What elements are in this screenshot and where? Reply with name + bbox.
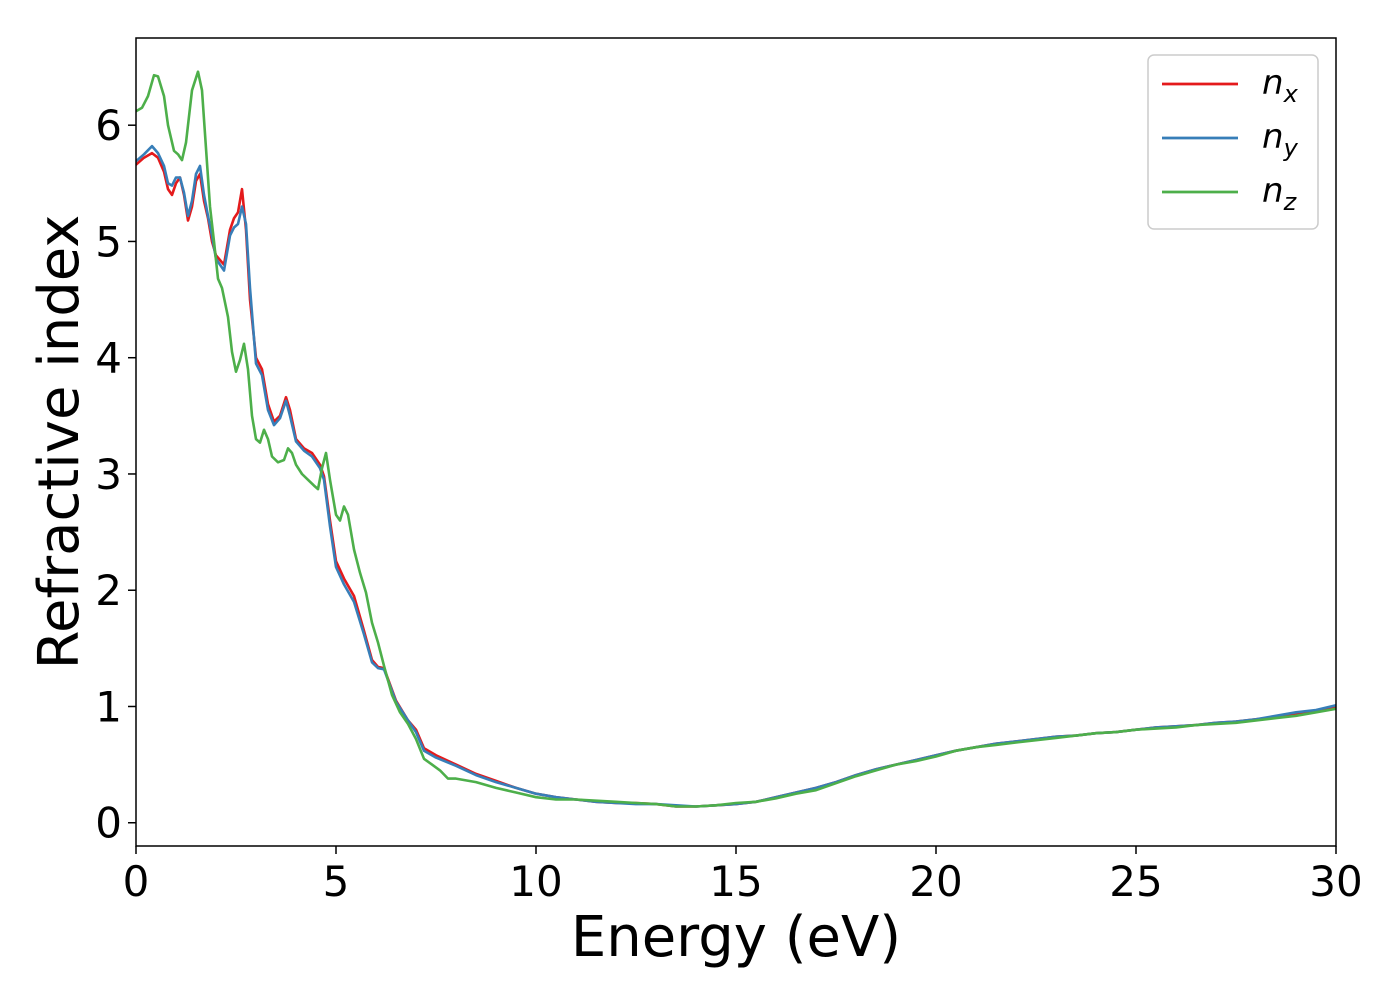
- y-axis-label: Refractive index: [27, 215, 92, 670]
- x-tick-label: 5: [323, 857, 350, 906]
- legend-box: [1147, 54, 1319, 230]
- y-tick-label: 4: [95, 334, 122, 383]
- y-axis-ticks: 0 1 2 3 4 5 6: [95, 101, 136, 848]
- x-axis-label: Energy (eV): [571, 905, 901, 970]
- legend-label-x: nx: [1262, 63, 1299, 108]
- x-tick-label: 10: [509, 857, 562, 906]
- legend-label-subscript: z: [1283, 188, 1298, 216]
- y-tick-label: 1: [95, 682, 122, 731]
- legend-label-subscript: x: [1283, 80, 1299, 108]
- series-layer: [136, 70, 1336, 808]
- y-tick-label: 3: [95, 450, 122, 499]
- legend-label-base: n: [1262, 117, 1284, 157]
- y-tick-label: 2: [95, 566, 122, 615]
- series-line-z: [136, 70, 1336, 808]
- y-tick-label: 0: [95, 799, 122, 848]
- x-axis-ticks: 0 5 10 15 20 25 30: [123, 846, 1363, 906]
- y-tick-label: 5: [95, 217, 122, 266]
- x-tick-label: 15: [709, 857, 762, 906]
- x-tick-label: 25: [1109, 857, 1162, 906]
- legend-label-z: nz: [1262, 171, 1298, 216]
- legend-label-base: n: [1262, 171, 1284, 211]
- x-tick-label: 20: [909, 857, 962, 906]
- legend-label-base: n: [1262, 63, 1284, 103]
- x-tick-label: 0: [123, 857, 150, 906]
- legend-label-y: ny: [1262, 117, 1299, 162]
- legend-label-subscript: y: [1283, 134, 1299, 162]
- x-tick-label: 30: [1309, 857, 1362, 906]
- y-tick-label: 6: [95, 101, 122, 150]
